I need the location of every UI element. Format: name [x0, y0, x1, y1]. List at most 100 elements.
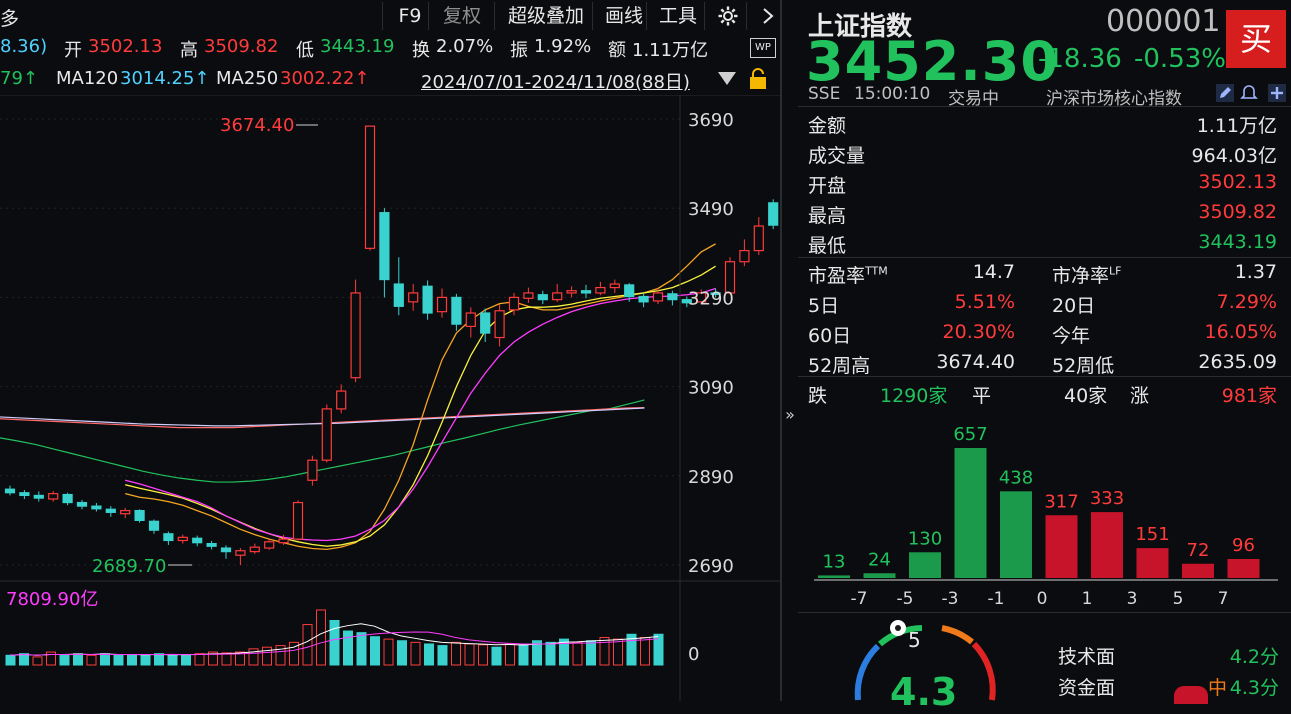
- volume-bar: [586, 640, 596, 666]
- expand-collapse-icon[interactable]: »: [785, 405, 795, 424]
- candle-body: [336, 390, 347, 410]
- volume-bar: [397, 640, 407, 666]
- volume-bar: [356, 632, 367, 666]
- price-axis: 3690 3490 3290 3090 2890 2690: [688, 110, 734, 577]
- d60-label: 60日: [808, 325, 852, 347]
- distribution-bar: [1227, 559, 1260, 578]
- volume-bar: [154, 653, 164, 666]
- high-label: 最高: [808, 205, 847, 227]
- ma-info-row: 79↑ MA120 3014.25↑ MA250 3002.22↑ 2024/0…: [0, 64, 780, 94]
- open-label: 开: [64, 40, 82, 61]
- turnover-label: 换: [412, 40, 430, 61]
- high-value: 3509.82: [204, 36, 279, 57]
- chevron-right-icon[interactable]: [746, 2, 789, 30]
- distribution-bar-label: 317: [1044, 491, 1078, 512]
- high-value: 3509.82: [1198, 201, 1277, 223]
- volume-bar: [5, 654, 16, 666]
- candle-body: [624, 284, 635, 298]
- fund-label: 资金面: [1058, 677, 1116, 699]
- candle-body: [753, 225, 764, 252]
- w52l-label: 52周低: [1052, 355, 1115, 377]
- distribution-tick-label: 3: [1127, 589, 1138, 609]
- add-icon[interactable]: [1268, 84, 1286, 102]
- candle-body: [667, 293, 678, 301]
- candle-body: [595, 286, 606, 294]
- distribution-bar-label: 438: [999, 467, 1033, 488]
- lock-icon[interactable]: [748, 68, 768, 90]
- price-tick-label: 3690: [688, 110, 734, 131]
- distribution-bar: [1045, 515, 1078, 578]
- distribution-bar: [818, 575, 850, 578]
- volume-bars: [5, 609, 664, 666]
- trading-status: 交易中: [948, 89, 999, 109]
- ma-cut-prefix: 79↑: [0, 68, 38, 89]
- up-label: 涨: [1130, 385, 1150, 407]
- volume-bar: [248, 648, 259, 666]
- tools-button[interactable]: 工具: [646, 2, 709, 30]
- low-value: 3443.19: [1198, 231, 1277, 253]
- super-overlay-button[interactable]: 超级叠加: [494, 2, 597, 30]
- candle-body: [739, 249, 750, 263]
- candle-body: [465, 312, 476, 327]
- candle-body: [220, 547, 232, 553]
- candle-body: [768, 202, 779, 226]
- pb-label-text: 市净率: [1052, 265, 1110, 287]
- candle-body: [33, 494, 44, 499]
- candle-body: [4, 488, 16, 494]
- volume-bar: [599, 637, 610, 666]
- f9-button[interactable]: F9: [382, 2, 437, 30]
- candle-body: [163, 533, 174, 542]
- ma120-label: MA120: [56, 68, 119, 89]
- volume-bar: [194, 653, 205, 666]
- flat-count: 40家: [1064, 385, 1108, 407]
- price-tick-label: 2890: [688, 467, 734, 488]
- volume-bar: [32, 656, 43, 666]
- d20-value: 7.29%: [1216, 291, 1277, 313]
- pb-label: 市净率LF: [1052, 261, 1121, 288]
- candle-body: [235, 550, 246, 556]
- date-range-selector[interactable]: 2024/07/01-2024/11/08(88日): [421, 72, 690, 93]
- candle-body: [120, 509, 131, 515]
- price-tick-label: 3090: [688, 378, 734, 399]
- distribution-tick-label: 5: [1173, 589, 1184, 609]
- tech-label: 技术面: [1058, 646, 1116, 668]
- candle-body: [508, 296, 520, 311]
- wp-icon[interactable]: WP: [750, 38, 776, 58]
- price-tick-label: 3290: [688, 288, 734, 309]
- candle-body: [523, 292, 534, 299]
- price-tick-label: 3490: [688, 199, 734, 220]
- distribution-tick-label: 7: [1218, 589, 1229, 609]
- volume-bar: [289, 641, 299, 666]
- volume-bar: [653, 633, 664, 666]
- volume-bar: [518, 644, 529, 666]
- restore-rights-button[interactable]: 复权: [428, 2, 495, 30]
- price-tick-label: 2690: [688, 556, 734, 577]
- volume-bar: [167, 654, 178, 666]
- amount-value: 1.11万亿: [632, 40, 709, 61]
- gear-icon[interactable]: [704, 2, 751, 30]
- volume-bar: [464, 643, 475, 666]
- candle-body: [652, 292, 664, 302]
- fund-score: 4.3分: [1229, 677, 1279, 699]
- candle-body: [436, 296, 448, 313]
- volume-bar: [626, 633, 637, 666]
- dropdown-triangle-icon[interactable]: [718, 72, 736, 86]
- d5-value: 5.51%: [954, 291, 1015, 313]
- candle-body: [494, 310, 505, 339]
- pb-superscript: LF: [1109, 264, 1122, 278]
- pb-value: 1.37: [1234, 261, 1277, 283]
- volume-bar: [437, 645, 448, 666]
- edit-icon[interactable]: [1216, 84, 1234, 102]
- bell-icon[interactable]: [1240, 84, 1258, 102]
- candle-body: [76, 501, 88, 507]
- amplitude-value: 1.92%: [534, 36, 592, 57]
- buy-button[interactable]: 买: [1226, 10, 1286, 68]
- ma250-value: 3002.22↑: [280, 68, 370, 89]
- candle-body: [480, 312, 491, 334]
- distribution-bar-label: 130: [908, 528, 942, 549]
- volume-bar: [545, 641, 556, 666]
- amount-label: 金额: [808, 115, 847, 137]
- candle-body: [19, 492, 30, 497]
- draw-line-button[interactable]: 画线: [592, 2, 655, 30]
- kline-chart[interactable]: 3690 3490 3290 3090 2890 2690 3674.40 2689.70…: [0, 95, 780, 701]
